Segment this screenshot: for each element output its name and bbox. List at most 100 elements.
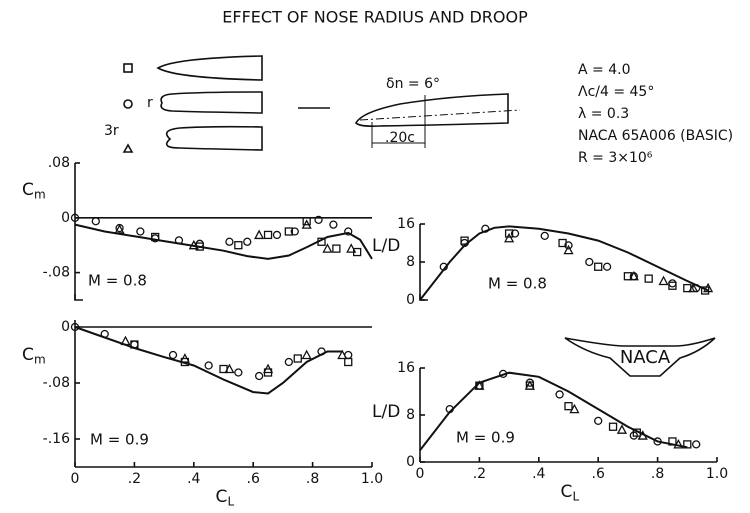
- marker-circle: [314, 215, 323, 225]
- parameter: λ = 0.3: [578, 106, 629, 122]
- marker-square: [130, 340, 139, 349]
- marker-square: [302, 217, 311, 226]
- y-label: C: [22, 345, 34, 365]
- y-tick-label: 8: [406, 407, 415, 423]
- marker-square: [594, 262, 603, 271]
- marker-square: [700, 286, 710, 295]
- marker-triangle: [628, 270, 639, 281]
- curve: [74, 326, 343, 395]
- plots: .08 0 -.08 C m M = 0.8 0 8 16 L/D M = 0.8 0 -.08 -.16…: [22, 155, 728, 509]
- marker-square: [558, 238, 567, 248]
- curve: [419, 225, 709, 301]
- airfoil-droop: [355, 93, 509, 127]
- title: EFFECT OF NOSE RADIUS AND DROOP: [222, 8, 528, 27]
- legend-label: 3r: [104, 123, 119, 139]
- logo-text: NACA: [620, 347, 671, 368]
- marker-circle: [585, 257, 594, 267]
- marker-triangle: [688, 282, 699, 293]
- y-label: L/D: [372, 236, 400, 256]
- legend-circle: [123, 99, 133, 109]
- marker-circle: [243, 237, 252, 246]
- marker-square: [564, 402, 573, 411]
- marker-circle: [70, 322, 80, 332]
- marker-square: [504, 229, 514, 238]
- annotation: M = 0.9: [456, 429, 515, 447]
- marker-circle: [653, 437, 662, 446]
- marker-square: [683, 440, 692, 449]
- x-tick-label: .6: [592, 466, 605, 482]
- marker-triangle: [569, 403, 580, 414]
- marker-triangle: [254, 229, 265, 240]
- marker-square: [608, 422, 618, 431]
- marker-square: [668, 437, 677, 446]
- marker-square: [151, 232, 160, 242]
- marker-circle: [329, 220, 338, 229]
- airfoil-r: [160, 91, 263, 114]
- marker-circle: [481, 224, 490, 233]
- x-tick-label: 1.0: [706, 466, 728, 482]
- curve: [419, 371, 688, 451]
- marker-circle: [499, 369, 508, 379]
- marker-triangle: [346, 243, 357, 253]
- marker-circle: [594, 416, 603, 426]
- marker-square: [263, 230, 273, 240]
- marker-triangle: [337, 349, 348, 360]
- marker-circle: [344, 227, 353, 236]
- marker-triangle: [179, 353, 190, 363]
- x-label: C: [561, 482, 573, 502]
- x-tick-label: .6: [247, 471, 260, 487]
- marker-triangle: [322, 243, 333, 253]
- y-tick-label: .08: [48, 155, 70, 171]
- marker-triangle: [563, 244, 574, 255]
- curve: [74, 223, 373, 260]
- y-tick-label: 8: [406, 254, 415, 270]
- parameter: NACA 65A006 (BASIC): [578, 128, 733, 144]
- marker-triangle: [474, 380, 485, 390]
- marker-circle: [272, 230, 282, 240]
- y-label-sub: m: [34, 353, 46, 367]
- marker-circle: [234, 368, 243, 377]
- y-label: C: [22, 180, 34, 200]
- y-tick-label: 0: [61, 210, 70, 226]
- y-tick-label: 16: [397, 360, 415, 376]
- marker-circle: [602, 262, 612, 271]
- annotation: M = 0.9: [90, 431, 149, 449]
- airfoil-sketches: r 3r δn = 6° .20c: [104, 55, 521, 153]
- y-tick-label: 0: [61, 319, 70, 335]
- marker-circle: [692, 440, 701, 449]
- marker-circle: [168, 350, 178, 360]
- parameter: Λc/4 = 45°: [578, 84, 654, 100]
- y-label-sub: m: [34, 188, 46, 202]
- annotation: M = 0.8: [88, 272, 147, 290]
- parameter: R = 3×10⁶: [578, 150, 653, 166]
- x-tick-label: 0: [416, 466, 425, 482]
- x-tick-label: .8: [651, 466, 664, 482]
- y-tick-label: -.16: [43, 431, 70, 447]
- annotation: M = 0.8: [488, 275, 547, 293]
- y-tick-label: 16: [397, 216, 415, 232]
- marker-triangle: [301, 349, 312, 360]
- logo: NACA: [564, 337, 716, 377]
- marker-triangle: [188, 239, 199, 250]
- marker-square: [284, 227, 293, 236]
- marker-square: [234, 241, 243, 250]
- marker-circle: [174, 236, 184, 245]
- marker-circle: [254, 371, 264, 381]
- x-label-sub: L: [573, 490, 580, 504]
- marker-circle: [284, 357, 293, 367]
- legend-square: [123, 63, 133, 73]
- marker-triangle: [703, 282, 714, 293]
- marker-circle: [100, 329, 109, 339]
- marker-triangle: [504, 232, 515, 243]
- marker-circle: [317, 347, 326, 356]
- marker-square: [460, 236, 469, 245]
- marker-circle: [136, 227, 145, 236]
- marker-circle: [564, 241, 573, 250]
- x-tick-label: .8: [306, 471, 319, 487]
- marker-circle: [204, 361, 213, 370]
- marker-square: [632, 428, 641, 437]
- marker-circle: [555, 390, 564, 399]
- parameter: A = 4.0: [578, 62, 630, 78]
- marker-square: [344, 357, 353, 367]
